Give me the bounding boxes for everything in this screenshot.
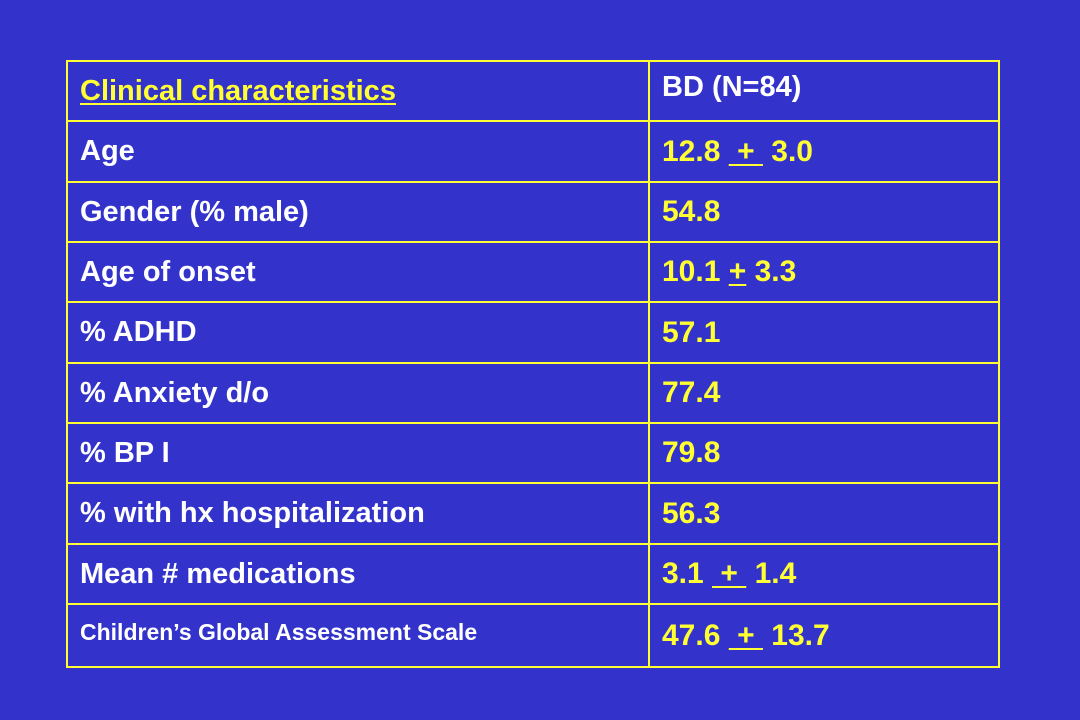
row-label-age-of-onset: Age of onset — [66, 241, 650, 303]
row-value-age-of-onset: 10.1 + 3.3 — [648, 241, 1000, 303]
table-row: % ADHD 57.1 — [66, 301, 1000, 364]
row-value-hospitalization: 56.3 — [648, 482, 1000, 545]
plus-minus-sign: + — [728, 618, 763, 652]
row-label-gender: Gender (% male) — [66, 181, 650, 243]
value-sd: 3.3 — [746, 255, 797, 288]
row-label-anxiety: % Anxiety d/o — [66, 362, 650, 424]
value-mean: 10.1 — [662, 255, 729, 288]
table-row: Children’s Global Assessment Scale 47.6 … — [66, 603, 1000, 668]
table-row: % BP I 79.8 — [66, 422, 1000, 484]
value-sd: 13.7 — [762, 618, 830, 652]
table-row: Mean # medications 3.1 + 1.4 — [66, 543, 1000, 605]
row-value-medications: 3.1 + 1.4 — [648, 543, 1000, 605]
value-sd: 3.0 — [762, 134, 813, 168]
plus-minus-sign: + — [728, 134, 763, 168]
row-value-adhd: 57.1 — [648, 301, 1000, 364]
table-row: % Anxiety d/o 77.4 — [66, 362, 1000, 424]
row-label-cgas: Children’s Global Assessment Scale — [66, 603, 650, 668]
row-label-medications: Mean # medications — [66, 543, 650, 605]
row-label-age: Age — [66, 120, 650, 183]
value-mean: 12.8 — [662, 134, 729, 168]
row-value-cgas: 47.6 + 13.7 — [648, 603, 1000, 668]
table-row: Age of onset 10.1 + 3.3 — [66, 241, 1000, 303]
table-header-row: Clinical characteristics BD (N=84) — [66, 60, 1000, 122]
value-mean: 3.1 — [662, 557, 713, 590]
plus-minus-sign: + — [728, 255, 747, 288]
plus-minus-sign: + — [712, 557, 747, 590]
clinical-characteristics-table: Clinical characteristics BD (N=84) Age 1… — [66, 60, 1000, 668]
header-label: Clinical characteristics — [66, 60, 650, 122]
value-sd: 1.4 — [746, 557, 797, 590]
row-value-age: 12.8 + 3.0 — [648, 120, 1000, 183]
row-label-hospitalization: % with hx hospitalization — [66, 482, 650, 545]
table-row: Age 12.8 + 3.0 — [66, 120, 1000, 183]
table-row: Gender (% male) 54.8 — [66, 181, 1000, 243]
row-label-adhd: % ADHD — [66, 301, 650, 364]
table-row: % with hx hospitalization 56.3 — [66, 482, 1000, 545]
value-mean: 47.6 — [662, 618, 729, 652]
row-value-anxiety: 77.4 — [648, 362, 1000, 424]
row-value-gender: 54.8 — [648, 181, 1000, 243]
row-value-bp-i: 79.8 — [648, 422, 1000, 484]
header-value: BD (N=84) — [648, 60, 1000, 122]
row-label-bp-i: % BP I — [66, 422, 650, 484]
